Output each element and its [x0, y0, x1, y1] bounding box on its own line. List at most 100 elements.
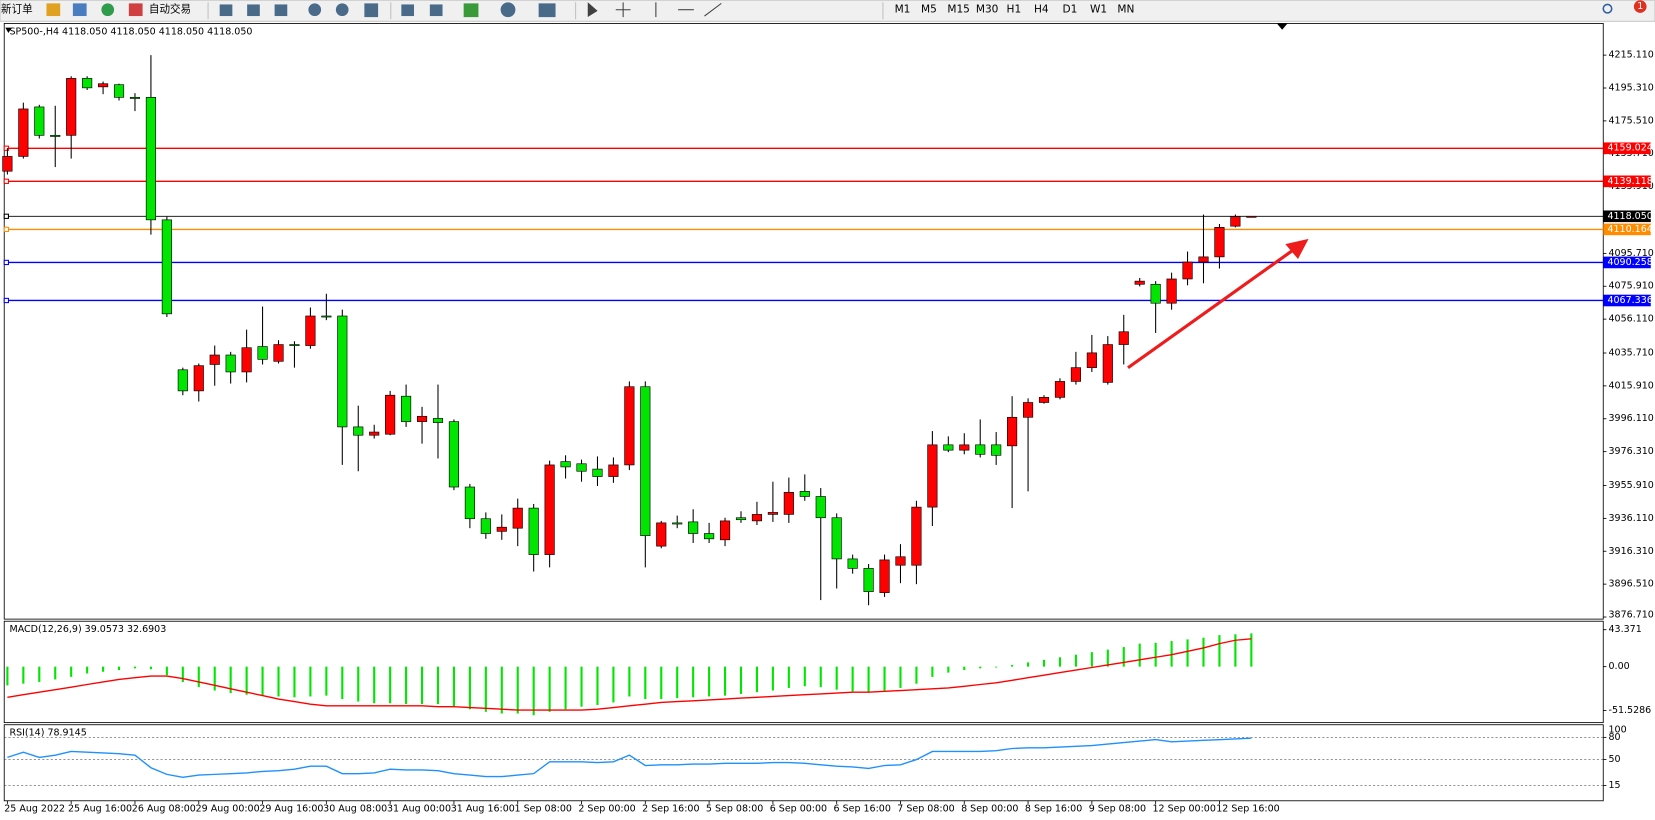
x-tick-label: 6 Sep 00:00: [770, 804, 827, 815]
symbol-marker: [5, 27, 12, 33]
y-tick-label: 3896.510: [1609, 579, 1654, 590]
icon[interactable]: [335, 3, 349, 17]
crosshair-tool[interactable]: [615, 2, 631, 18]
candle-body: [863, 568, 874, 592]
icon[interactable]: [429, 4, 443, 17]
icon[interactable]: [463, 3, 479, 18]
timeframe-button[interactable]: M5: [921, 4, 937, 16]
candle-body: [528, 507, 539, 555]
candle-body: [401, 395, 412, 422]
level-label-box: [1603, 175, 1651, 188]
candle-body: [656, 522, 667, 547]
histogram-bar: [867, 666, 870, 693]
histogram-bar: [1042, 659, 1046, 667]
timeframe-button[interactable]: H1: [1007, 4, 1022, 16]
candle-body: [18, 108, 29, 157]
icon[interactable]: [247, 4, 260, 17]
histogram-bar: [181, 666, 184, 682]
histogram-bar: [405, 666, 408, 705]
timeframe-button[interactable]: H4: [1034, 4, 1049, 16]
candle-body: [879, 559, 890, 593]
icon[interactable]: [308, 3, 322, 17]
histogram-bar: [755, 666, 759, 693]
level-label-box: [1603, 210, 1651, 223]
tool-icons: [219, 2, 556, 18]
histogram-bar: [1106, 649, 1109, 667]
histogram-bar: [915, 666, 918, 684]
candle-body: [1038, 397, 1050, 403]
x-tick-label: 12 Sep 00:00: [1152, 804, 1215, 815]
icon[interactable]: [219, 4, 233, 17]
histogram-bar: [1074, 654, 1077, 667]
candle-body: [512, 507, 523, 529]
histogram-bar: [676, 666, 679, 699]
search-icon[interactable]: [1602, 3, 1613, 14]
histogram-bar: [54, 666, 57, 680]
candle-body: [1134, 280, 1145, 285]
histogram-bar: [532, 666, 535, 716]
y-tick-label: 0.00: [1609, 661, 1630, 672]
histogram-bar: [883, 666, 886, 691]
candle-body: [783, 492, 794, 515]
histogram-bar: [596, 666, 599, 705]
level-label-box: [1603, 256, 1651, 269]
histogram-bar: [851, 666, 854, 692]
histogram-bar: [117, 666, 121, 671]
icon[interactable]: [538, 3, 556, 18]
x-tick-label: 2 Sep 00:00: [578, 804, 635, 815]
candle-body: [975, 444, 986, 455]
histogram-bar: [70, 666, 73, 677]
histogram-bar: [22, 666, 25, 684]
level-label: 4139.118: [1607, 176, 1652, 187]
cursor-tool[interactable]: [587, 2, 598, 18]
candle-body: [113, 84, 125, 98]
timeframes: M1 M5 M15 M30 H1 H4 D1 W1 MN: [895, 4, 1135, 16]
separators: [207, 2, 884, 20]
histogram-bar: [979, 666, 982, 669]
histogram-bar: [628, 666, 631, 697]
x-tick-label: 29 Aug 16:00: [259, 804, 323, 815]
x-tick-label: 29 Aug 00:00: [196, 804, 260, 815]
histogram-bar: [612, 666, 615, 703]
icon[interactable]: [364, 3, 379, 18]
candle-body: [161, 219, 172, 315]
timeframe-button[interactable]: M1: [895, 4, 911, 16]
icon[interactable]: [274, 4, 288, 17]
candle-body: [831, 517, 842, 560]
icon[interactable]: [401, 4, 415, 17]
timeframe-button[interactable]: M15: [947, 4, 970, 16]
histogram-bar: [548, 666, 551, 712]
timeframe-button[interactable]: W1: [1090, 4, 1107, 16]
histogram-bar: [197, 666, 200, 688]
timeframe-button[interactable]: D1: [1062, 4, 1077, 16]
histogram-bar: [102, 666, 105, 672]
timeframe-button[interactable]: MN: [1117, 4, 1134, 16]
alert-badge[interactable]: [1633, 0, 1647, 13]
auto-trading-button[interactable]: 自动交易: [149, 3, 191, 16]
histogram-bar: [1154, 642, 1157, 667]
candle-body: [369, 431, 380, 436]
candle-body: [735, 517, 747, 521]
candle-body: [273, 344, 284, 362]
y-tick-label: 4215.110: [1609, 50, 1654, 61]
candle-body: [799, 491, 810, 497]
candle-body: [1246, 215, 1257, 218]
trendline-tool[interactable]: [704, 2, 722, 17]
trend-arrow: [1127, 246, 1298, 370]
histogram-bar: [373, 666, 376, 704]
timeframe-button[interactable]: M30: [976, 4, 999, 16]
x-tick-label: 6 Sep 16:00: [834, 804, 891, 815]
histogram-bar: [995, 666, 998, 668]
histogram-bar: [1186, 639, 1189, 667]
icon[interactable]: [500, 2, 516, 18]
candle-body: [241, 347, 252, 373]
histogram-bar: [771, 666, 774, 691]
toolbar: 新订单 自动交易: [0, 0, 1655, 22]
new-order-button[interactable]: 新订单: [1, 3, 33, 16]
series-line: [7, 638, 1252, 711]
y-tick-label: 4035.710: [1609, 348, 1654, 359]
candle-body: [1007, 416, 1018, 447]
histogram-bar: [1058, 657, 1062, 667]
candle-body: [847, 558, 858, 569]
